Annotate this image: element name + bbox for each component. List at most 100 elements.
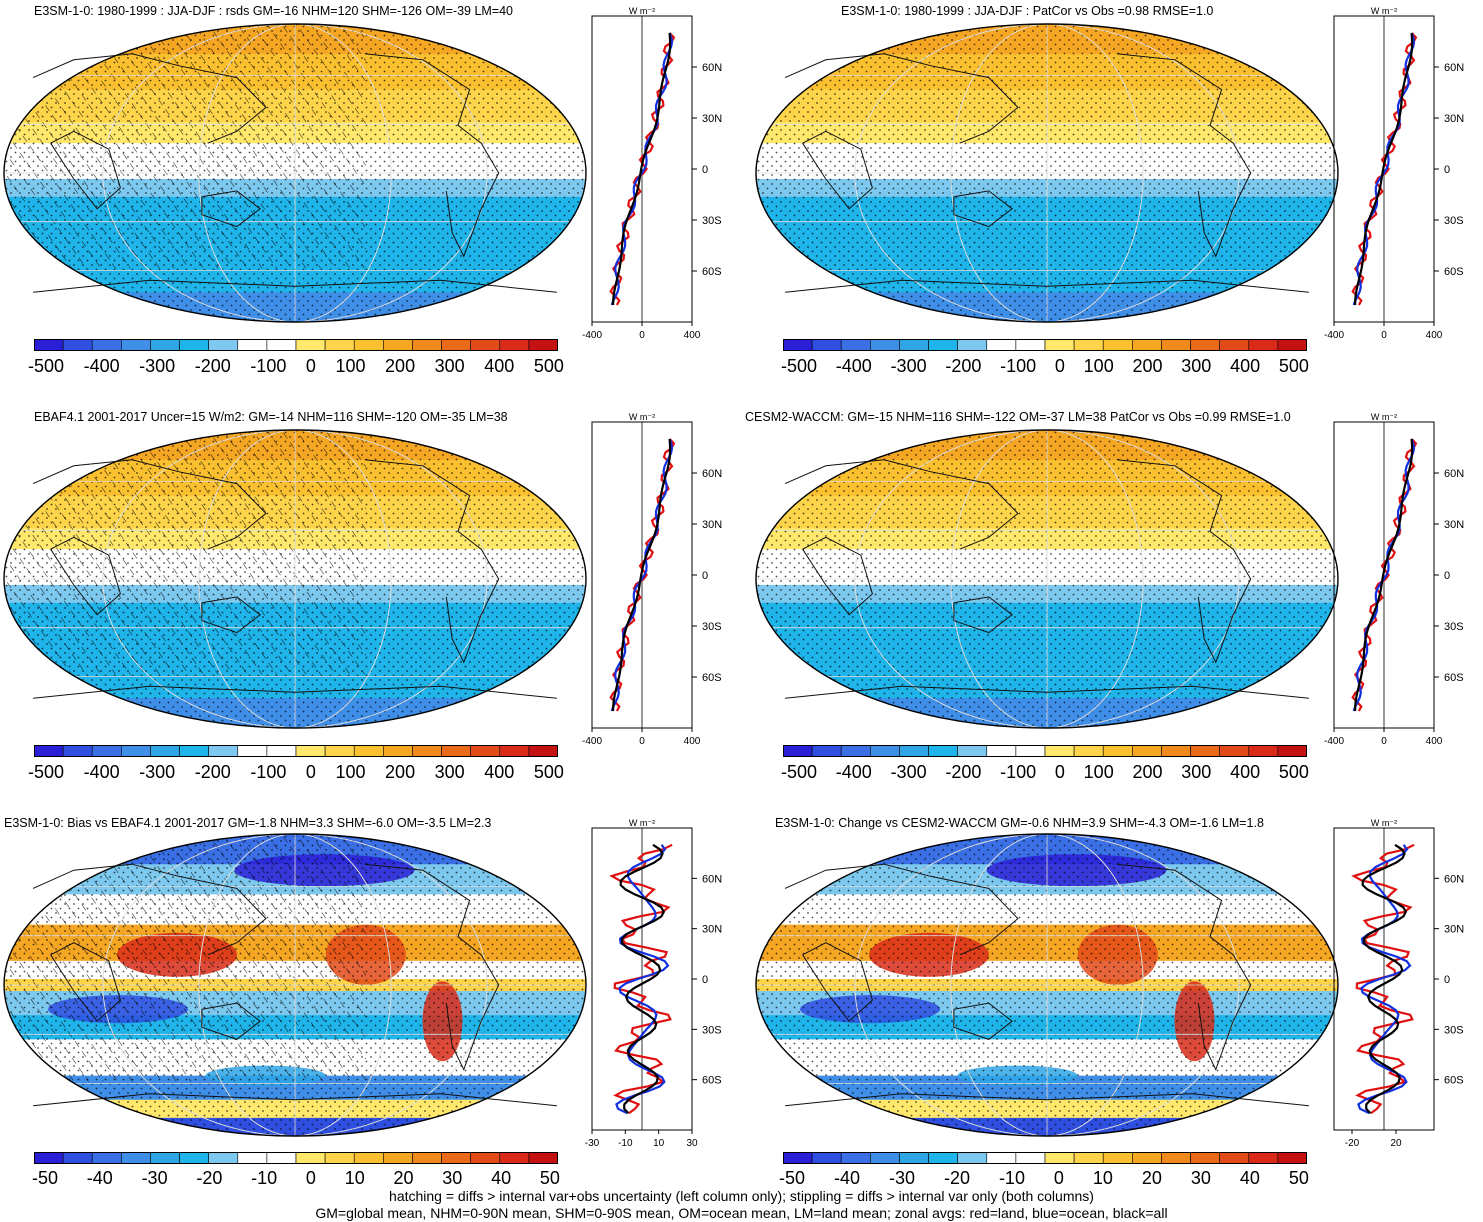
colorbar-segment [296,745,325,757]
colorbar [783,1152,1307,1164]
colorbar-tick-label: -500 [28,356,64,377]
panel-4: CESM2-WACCM: GM=-15 NHM=116 SHM=-122 OM=… [745,406,1483,806]
robinson-map [752,830,1342,1140]
colorbar-segment [1016,745,1045,757]
colorbar-segment [471,339,500,351]
zonal-xtick-label: 20 [1390,1138,1402,1149]
zonal-xtick-label: 30 [686,1138,698,1149]
zonal-xtick-label: 400 [1426,736,1443,747]
colorbar-tick-label: -50 [32,1168,58,1189]
colorbar-tick-label: -100 [1000,762,1036,783]
colorbar-segment [812,1152,841,1164]
colorbar-tick-label: -40 [87,1168,113,1189]
colorbar-segment [1220,339,1249,351]
colorbar-tick-label: 40 [491,1168,511,1189]
colorbar-segment [899,339,928,351]
colorbar-segment [1249,1152,1278,1164]
zonal-ytick-label: 60S [702,266,722,278]
colorbar-tick-label: -100 [1000,356,1036,377]
colorbar-tick-label: -200 [195,762,231,783]
colorbar-tick-label: 400 [484,762,514,783]
colorbar-segment [1132,339,1161,351]
panel-title: E3SM-1-0: Bias vs EBAF4.1 2001-2017 GM=-… [4,816,491,830]
colorbar-tick-label: -10 [999,1168,1025,1189]
colorbar-segment [180,1152,209,1164]
colorbar-segment [958,1152,987,1164]
colorbar-segment [987,339,1016,351]
colorbar-tick-label: 300 [1181,356,1211,377]
colorbar-segment [121,339,150,351]
colorbar-tick-label: -50 [779,1168,805,1189]
colorbar-segment [325,745,354,757]
colorbar-segment [267,745,296,757]
zonal-xtick-label: 0 [639,330,645,341]
colorbar-tick-label: -300 [139,356,175,377]
zonal-xtick-label: -20 [1345,1138,1360,1149]
panel-1: E3SM-1-0: 1980-1999 : JJA-DJF : rsds GM=… [0,0,740,400]
colorbar-tick-label: -20 [196,1168,222,1189]
colorbar-segment [34,339,63,351]
colorbar-segment [1016,1152,1045,1164]
colorbar-tick-label: 200 [385,762,415,783]
zonal-ytick-label: 30S [702,621,722,633]
colorbar-segment [1191,745,1220,757]
footer-line-2: GM=global mean, NHM=0-90N mean, SHM=0-90… [0,1205,1483,1222]
colorbar-segment [1132,1152,1161,1164]
zonal-ytick-label: 30N [1444,519,1464,531]
colorbar-segment [121,745,150,757]
colorbar-segment [354,1152,383,1164]
panel-3: EBAF4.1 2001-2017 Uncer=15 W/m2: GM=-14 … [0,406,740,806]
colorbar-tick-label: 40 [1240,1168,1260,1189]
colorbar-tick-label: 500 [1279,356,1309,377]
colorbar-tick-label: 0 [306,762,316,783]
zonal-ytick-label: 60S [1444,1075,1464,1087]
colorbar-segment [383,745,412,757]
colorbar-segment [34,745,63,757]
colorbar-tick-label: 30 [1191,1168,1211,1189]
colorbar-segment [209,1152,238,1164]
colorbar-segment [267,339,296,351]
colorbar-segment [267,1152,296,1164]
zonal-xtick-label: 0 [1381,330,1387,341]
colorbar-tick-label: 500 [1279,762,1309,783]
footer-line-1: hatching = diffs > internal var+obs unce… [0,1188,1483,1205]
colorbar-segment [899,1152,928,1164]
robinson-map [0,830,590,1140]
colorbar-segment [63,745,92,757]
colorbar-tick-label: 200 [1132,762,1162,783]
panel-title: EBAF4.1 2001-2017 Uncer=15 W/m2: GM=-14 … [34,410,508,424]
colorbar-segment [296,339,325,351]
colorbar-segment [1045,745,1074,757]
colorbar-segment [783,339,812,351]
robinson-map [0,20,590,326]
colorbar-segment [180,339,209,351]
zonal-ytick-label: 60S [702,672,722,684]
zonal-ytick-label: 60N [702,468,722,480]
colorbar-tick-label: 10 [345,1168,365,1189]
colorbar-segment [412,1152,441,1164]
colorbar-tick-label: -500 [781,762,817,783]
zonal-xtick-label: -30 [585,1138,600,1149]
zonal-xtick-label: -10 [618,1138,633,1149]
zonal-ytick-label: 60S [702,1075,722,1087]
colorbar-tick-label: 20 [393,1168,413,1189]
zonal-ytick-label: 60N [702,62,722,74]
zonal-ytick-label: 0 [702,570,708,582]
colorbar-segment [1249,745,1278,757]
colorbar-tick-label: -300 [891,762,927,783]
colorbar-segment [500,1152,529,1164]
zonal-ytick-label: 0 [1444,974,1450,986]
colorbar [34,745,558,757]
colorbar-tick-label: 100 [335,356,365,377]
colorbar-segment [783,745,812,757]
colorbar-segment [783,1152,812,1164]
colorbar-segment [442,339,471,351]
colorbar-tick-label: 400 [1230,356,1260,377]
colorbar-segment [150,745,179,757]
panel-title: E3SM-1-0: 1980-1999 : JJA-DJF : PatCor v… [841,4,1213,18]
